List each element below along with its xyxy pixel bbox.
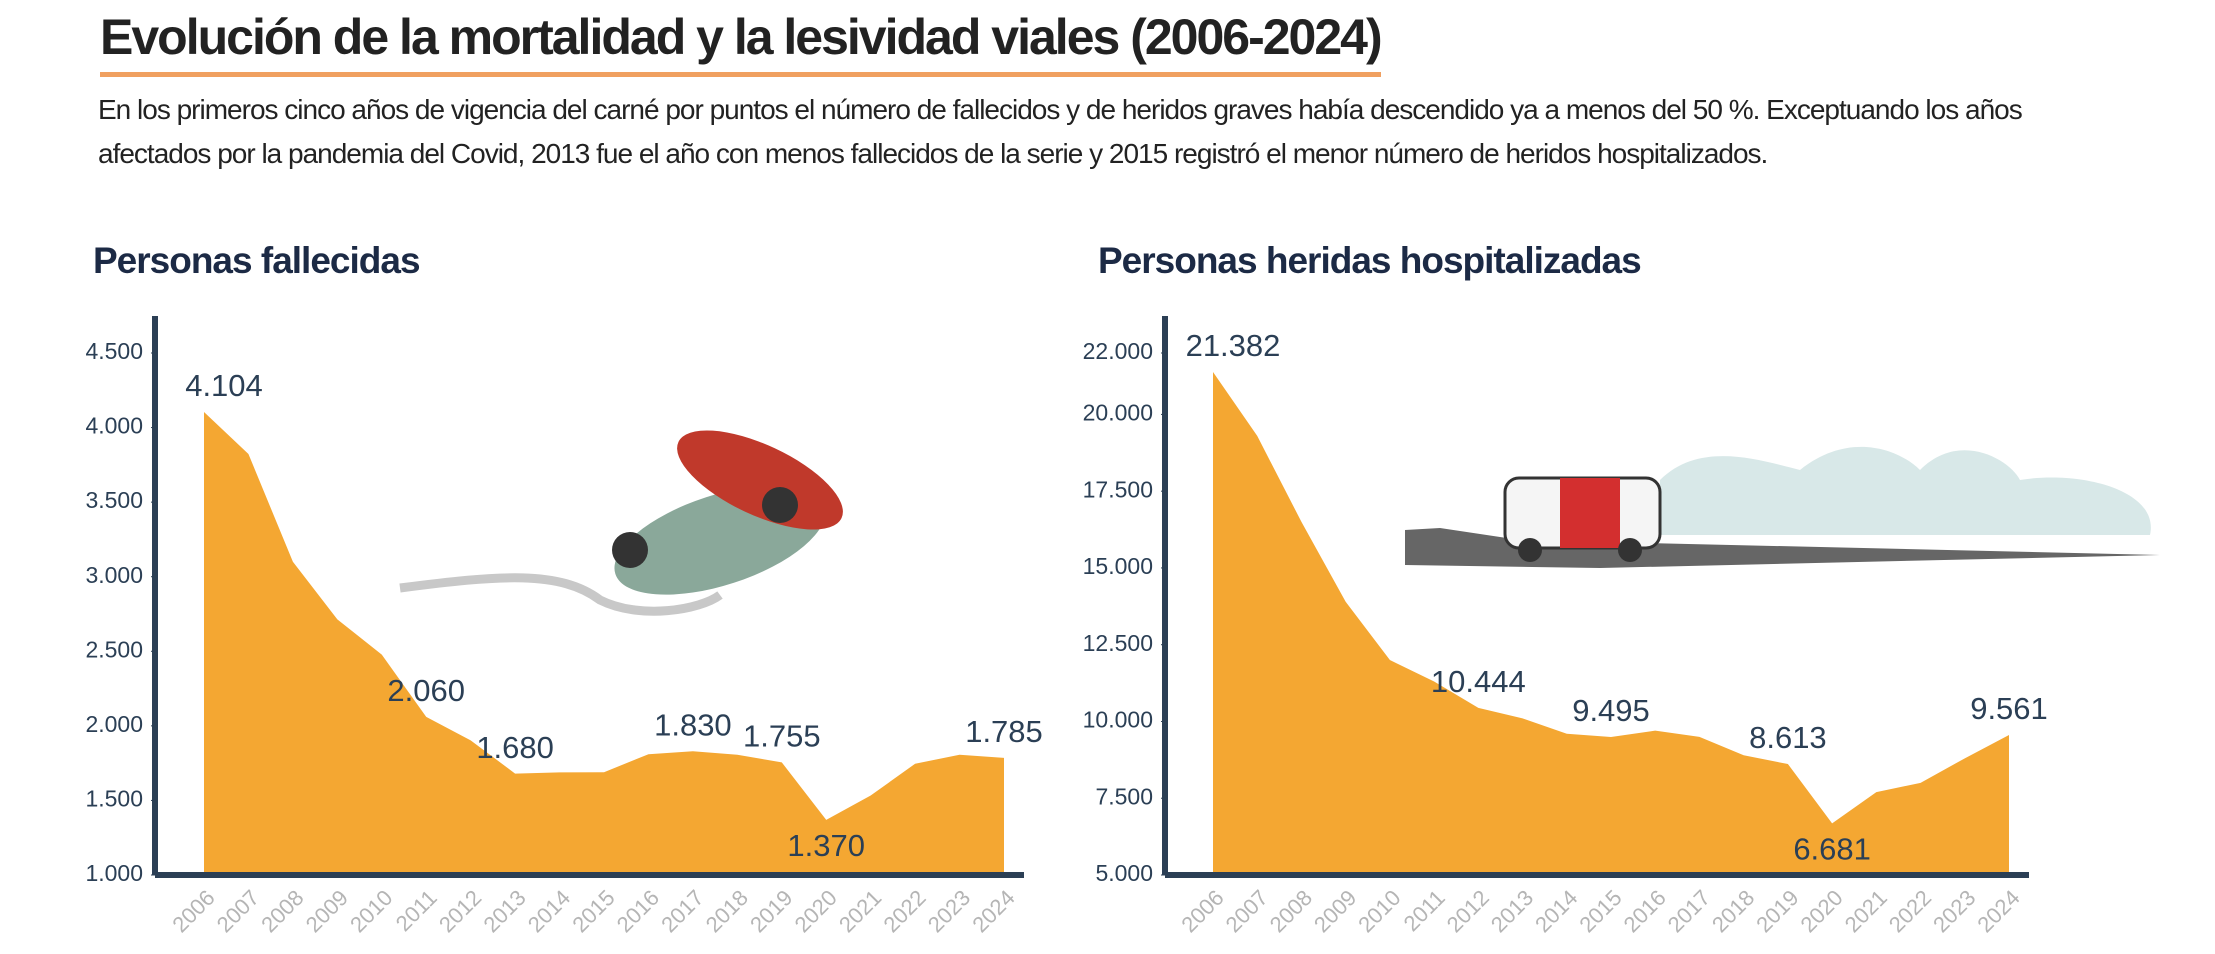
x-tick-label: 2014: [1530, 885, 1582, 937]
y-tick-label: 2.500: [85, 636, 143, 662]
x-tick-label: 2011: [1399, 885, 1450, 936]
x-tick-label: 2023: [1928, 885, 1980, 937]
x-tick-label: 2024: [967, 885, 1019, 937]
data-label: 21.382: [1186, 328, 1281, 363]
area: [1213, 371, 2009, 875]
x-tick-label: 2006: [1176, 885, 1228, 937]
y-tick-label: 20.000: [1083, 399, 1153, 425]
crash-illustration: [399, 430, 843, 616]
x-tick-label: 2018: [1707, 885, 1759, 937]
y-tick-label: 17.500: [1083, 476, 1153, 502]
x-tick-label: 2009: [301, 885, 353, 937]
data-label: 1.370: [787, 828, 865, 863]
x-tick-label: 2015: [567, 885, 619, 937]
page-title: Evolución de la mortalidad y la lesivida…: [100, 8, 1383, 77]
x-tick-label: 2012: [1442, 885, 1494, 937]
x-tick-label: 2022: [1884, 885, 1936, 937]
x-tick-label: 2022: [878, 885, 930, 937]
x-tick-label: 2023: [923, 885, 975, 937]
y-tick-label: 22.000: [1083, 338, 1153, 364]
data-label: 1.785: [965, 714, 1043, 749]
x-tick-label: 2015: [1574, 885, 1626, 937]
x-tick-label: 2020: [1795, 885, 1847, 937]
y-tick-label: 5.000: [1095, 860, 1153, 886]
x-tick-label: 2019: [745, 885, 797, 937]
x-tick-label: 2012: [434, 885, 486, 937]
x-tick-label: 2016: [1619, 885, 1671, 937]
y-tick-label: 1.500: [85, 786, 143, 812]
y-tick-label: 3.500: [85, 487, 143, 513]
x-tick-label: 2010: [345, 885, 397, 937]
y-tick-label: 15.000: [1083, 553, 1153, 579]
y-tick-label: 12.500: [1083, 630, 1153, 656]
chart-title: Personas heridas hospitalizadas: [1098, 240, 1641, 281]
ambulance-illustration: [1405, 446, 2160, 568]
y-tick-label: 1.000: [85, 860, 143, 886]
data-label: 8.613: [1749, 720, 1827, 755]
x-tick-label: 2013: [478, 885, 530, 937]
x-tick-label: 2020: [790, 885, 842, 937]
y-tick-label: 7.500: [1095, 783, 1153, 809]
x-tick-label: 2021: [834, 885, 886, 937]
data-label: 9.495: [1572, 693, 1650, 728]
x-tick-label: 2010: [1353, 885, 1405, 937]
x-tick-label: 2024: [1972, 885, 2024, 937]
x-tick-label: 2006: [167, 885, 219, 937]
data-label: 1.830: [654, 707, 732, 742]
x-tick-label: 2009: [1309, 885, 1361, 937]
data-label: 9.561: [1970, 691, 2048, 726]
x-tick-label: 2019: [1751, 885, 1803, 937]
area: [204, 412, 1004, 875]
data-label: 4.104: [185, 368, 263, 403]
data-label: 6.681: [1793, 832, 1871, 867]
chart-title: Personas fallecidas: [93, 240, 420, 281]
x-tick-label: 2017: [1663, 885, 1715, 937]
x-tick-label: 2011: [391, 885, 442, 936]
x-tick-label: 2014: [523, 885, 575, 937]
page-subtitle: En los primeros cinco años de vigencia d…: [98, 94, 2023, 169]
x-tick-label: 2007: [1221, 885, 1273, 937]
y-tick-label: 4.000: [85, 413, 143, 439]
y-tick-label: 3.000: [85, 562, 143, 588]
y-tick-label: 10.000: [1083, 707, 1153, 733]
data-label: 10.444: [1431, 664, 1526, 699]
data-label: 2.060: [387, 673, 465, 708]
data-label: 1.755: [743, 719, 821, 754]
x-tick-label: 2021: [1840, 885, 1892, 937]
x-tick-label: 2017: [656, 885, 708, 937]
x-tick-label: 2008: [1265, 885, 1317, 937]
x-tick-label: 2013: [1486, 885, 1538, 937]
data-label: 1.680: [476, 730, 554, 765]
x-tick-label: 2016: [612, 885, 664, 937]
x-tick-label: 2018: [701, 885, 753, 937]
x-tick-label: 2008: [256, 885, 308, 937]
x-tick-label: 2007: [212, 885, 264, 937]
y-tick-label: 4.500: [85, 338, 143, 364]
y-tick-label: 2.000: [85, 711, 143, 737]
